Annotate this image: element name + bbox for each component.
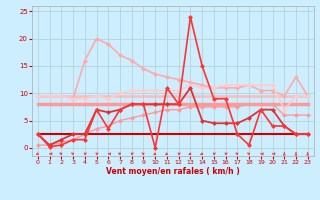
X-axis label: Vent moyen/en rafales ( km/h ): Vent moyen/en rafales ( km/h ) — [106, 167, 240, 176]
